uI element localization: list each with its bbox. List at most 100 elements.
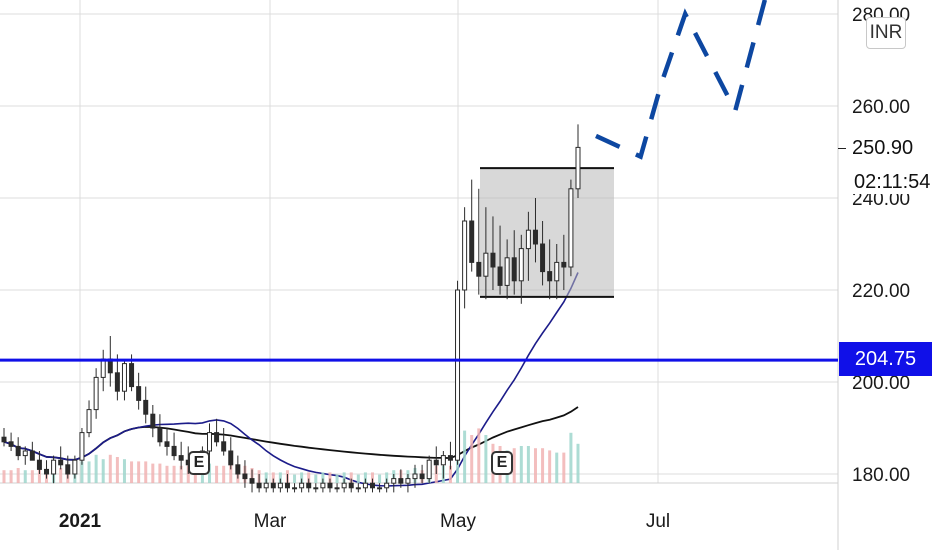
x-axis: 2021 Mar May Jul — [59, 511, 670, 532]
candle-body — [547, 271, 553, 282]
candle — [525, 211, 531, 281]
candle-body — [228, 450, 234, 466]
volume-bar — [328, 472, 332, 483]
candle — [518, 234, 524, 304]
volume-bar — [94, 454, 98, 483]
candle-body — [270, 482, 276, 489]
volume-bar — [448, 465, 452, 483]
volume-bar — [215, 465, 219, 483]
candle — [554, 244, 560, 300]
candle — [561, 234, 567, 290]
candle — [136, 372, 142, 410]
candle-body — [490, 252, 496, 268]
candle — [36, 451, 42, 474]
candle-body — [114, 372, 120, 392]
volume-bar — [23, 470, 27, 483]
volume-bar — [2, 470, 6, 483]
candle — [221, 428, 227, 456]
volume-bar — [512, 448, 516, 483]
candle-body — [299, 482, 305, 489]
volume-bar — [122, 459, 126, 483]
candle — [327, 478, 333, 493]
candle-body — [433, 459, 439, 466]
volume-bar — [463, 430, 467, 483]
volume-bar — [264, 472, 268, 483]
volume-bar — [356, 474, 360, 483]
candle-body — [334, 487, 340, 490]
volume-bar — [385, 472, 389, 483]
x-tick-label: Mar — [254, 511, 287, 532]
volume-bar — [193, 468, 197, 483]
candle-body — [369, 482, 375, 489]
candle — [320, 478, 326, 493]
candle-body — [65, 464, 71, 475]
candle-body — [221, 441, 227, 452]
volume-bar — [108, 454, 112, 483]
candle — [171, 432, 177, 461]
volume-bar — [186, 465, 190, 483]
volume-bar — [9, 470, 13, 483]
x-tick-label: 2021 — [59, 511, 102, 532]
candle — [447, 441, 453, 470]
candle — [433, 446, 439, 474]
candle-body — [540, 243, 546, 273]
candle-body — [8, 441, 14, 447]
volume-bar — [222, 465, 226, 483]
candle-body — [568, 188, 574, 268]
volume-bar — [562, 452, 566, 483]
earnings-marker[interactable]: E — [188, 451, 210, 475]
candle — [72, 455, 78, 479]
candle-body — [150, 413, 156, 429]
volume-bar — [477, 428, 481, 483]
earnings-marker[interactable]: E — [491, 451, 513, 475]
candle — [214, 418, 220, 447]
candle — [426, 455, 432, 484]
candle — [228, 437, 234, 470]
candle — [58, 446, 64, 470]
candle — [249, 469, 255, 493]
volume-bar — [307, 472, 311, 483]
candle — [369, 478, 375, 493]
volume-bar — [172, 465, 176, 483]
candle-body — [362, 482, 368, 489]
candle-body — [327, 482, 333, 489]
candle-body — [284, 482, 290, 489]
candle — [313, 483, 319, 493]
volume-bar — [271, 472, 275, 483]
candle-body — [178, 455, 184, 461]
candle-body — [136, 386, 142, 401]
candle-body — [391, 478, 397, 484]
candle — [362, 478, 368, 493]
candle — [178, 441, 184, 470]
candle-body — [164, 441, 170, 447]
volume-bar — [335, 474, 339, 483]
candle-body — [462, 220, 468, 291]
candle-body — [249, 478, 255, 484]
candle-body — [277, 482, 283, 489]
candle — [384, 478, 390, 493]
currency-badge[interactable]: INR — [866, 17, 906, 49]
candle — [469, 179, 475, 272]
candle-body — [313, 487, 319, 490]
candle — [306, 478, 312, 493]
candle — [483, 207, 489, 300]
candle — [1, 428, 7, 447]
volume-bar — [349, 472, 353, 483]
candle — [270, 478, 276, 493]
candle — [341, 478, 347, 493]
candle — [44, 460, 50, 479]
candle — [121, 359, 127, 401]
candle-body — [426, 459, 432, 480]
volume-bar — [321, 472, 325, 483]
volume-bar — [548, 450, 552, 483]
x-tick-label: Jul — [646, 511, 670, 532]
candle — [476, 188, 482, 295]
candle-body — [207, 432, 213, 452]
candle — [8, 432, 14, 451]
candle-body — [214, 432, 220, 443]
candle-body — [129, 363, 135, 388]
candle-body — [1, 436, 7, 443]
candle-body — [292, 487, 298, 490]
y-tick-label: 180.00 — [852, 465, 910, 486]
volume-bar — [576, 443, 580, 483]
